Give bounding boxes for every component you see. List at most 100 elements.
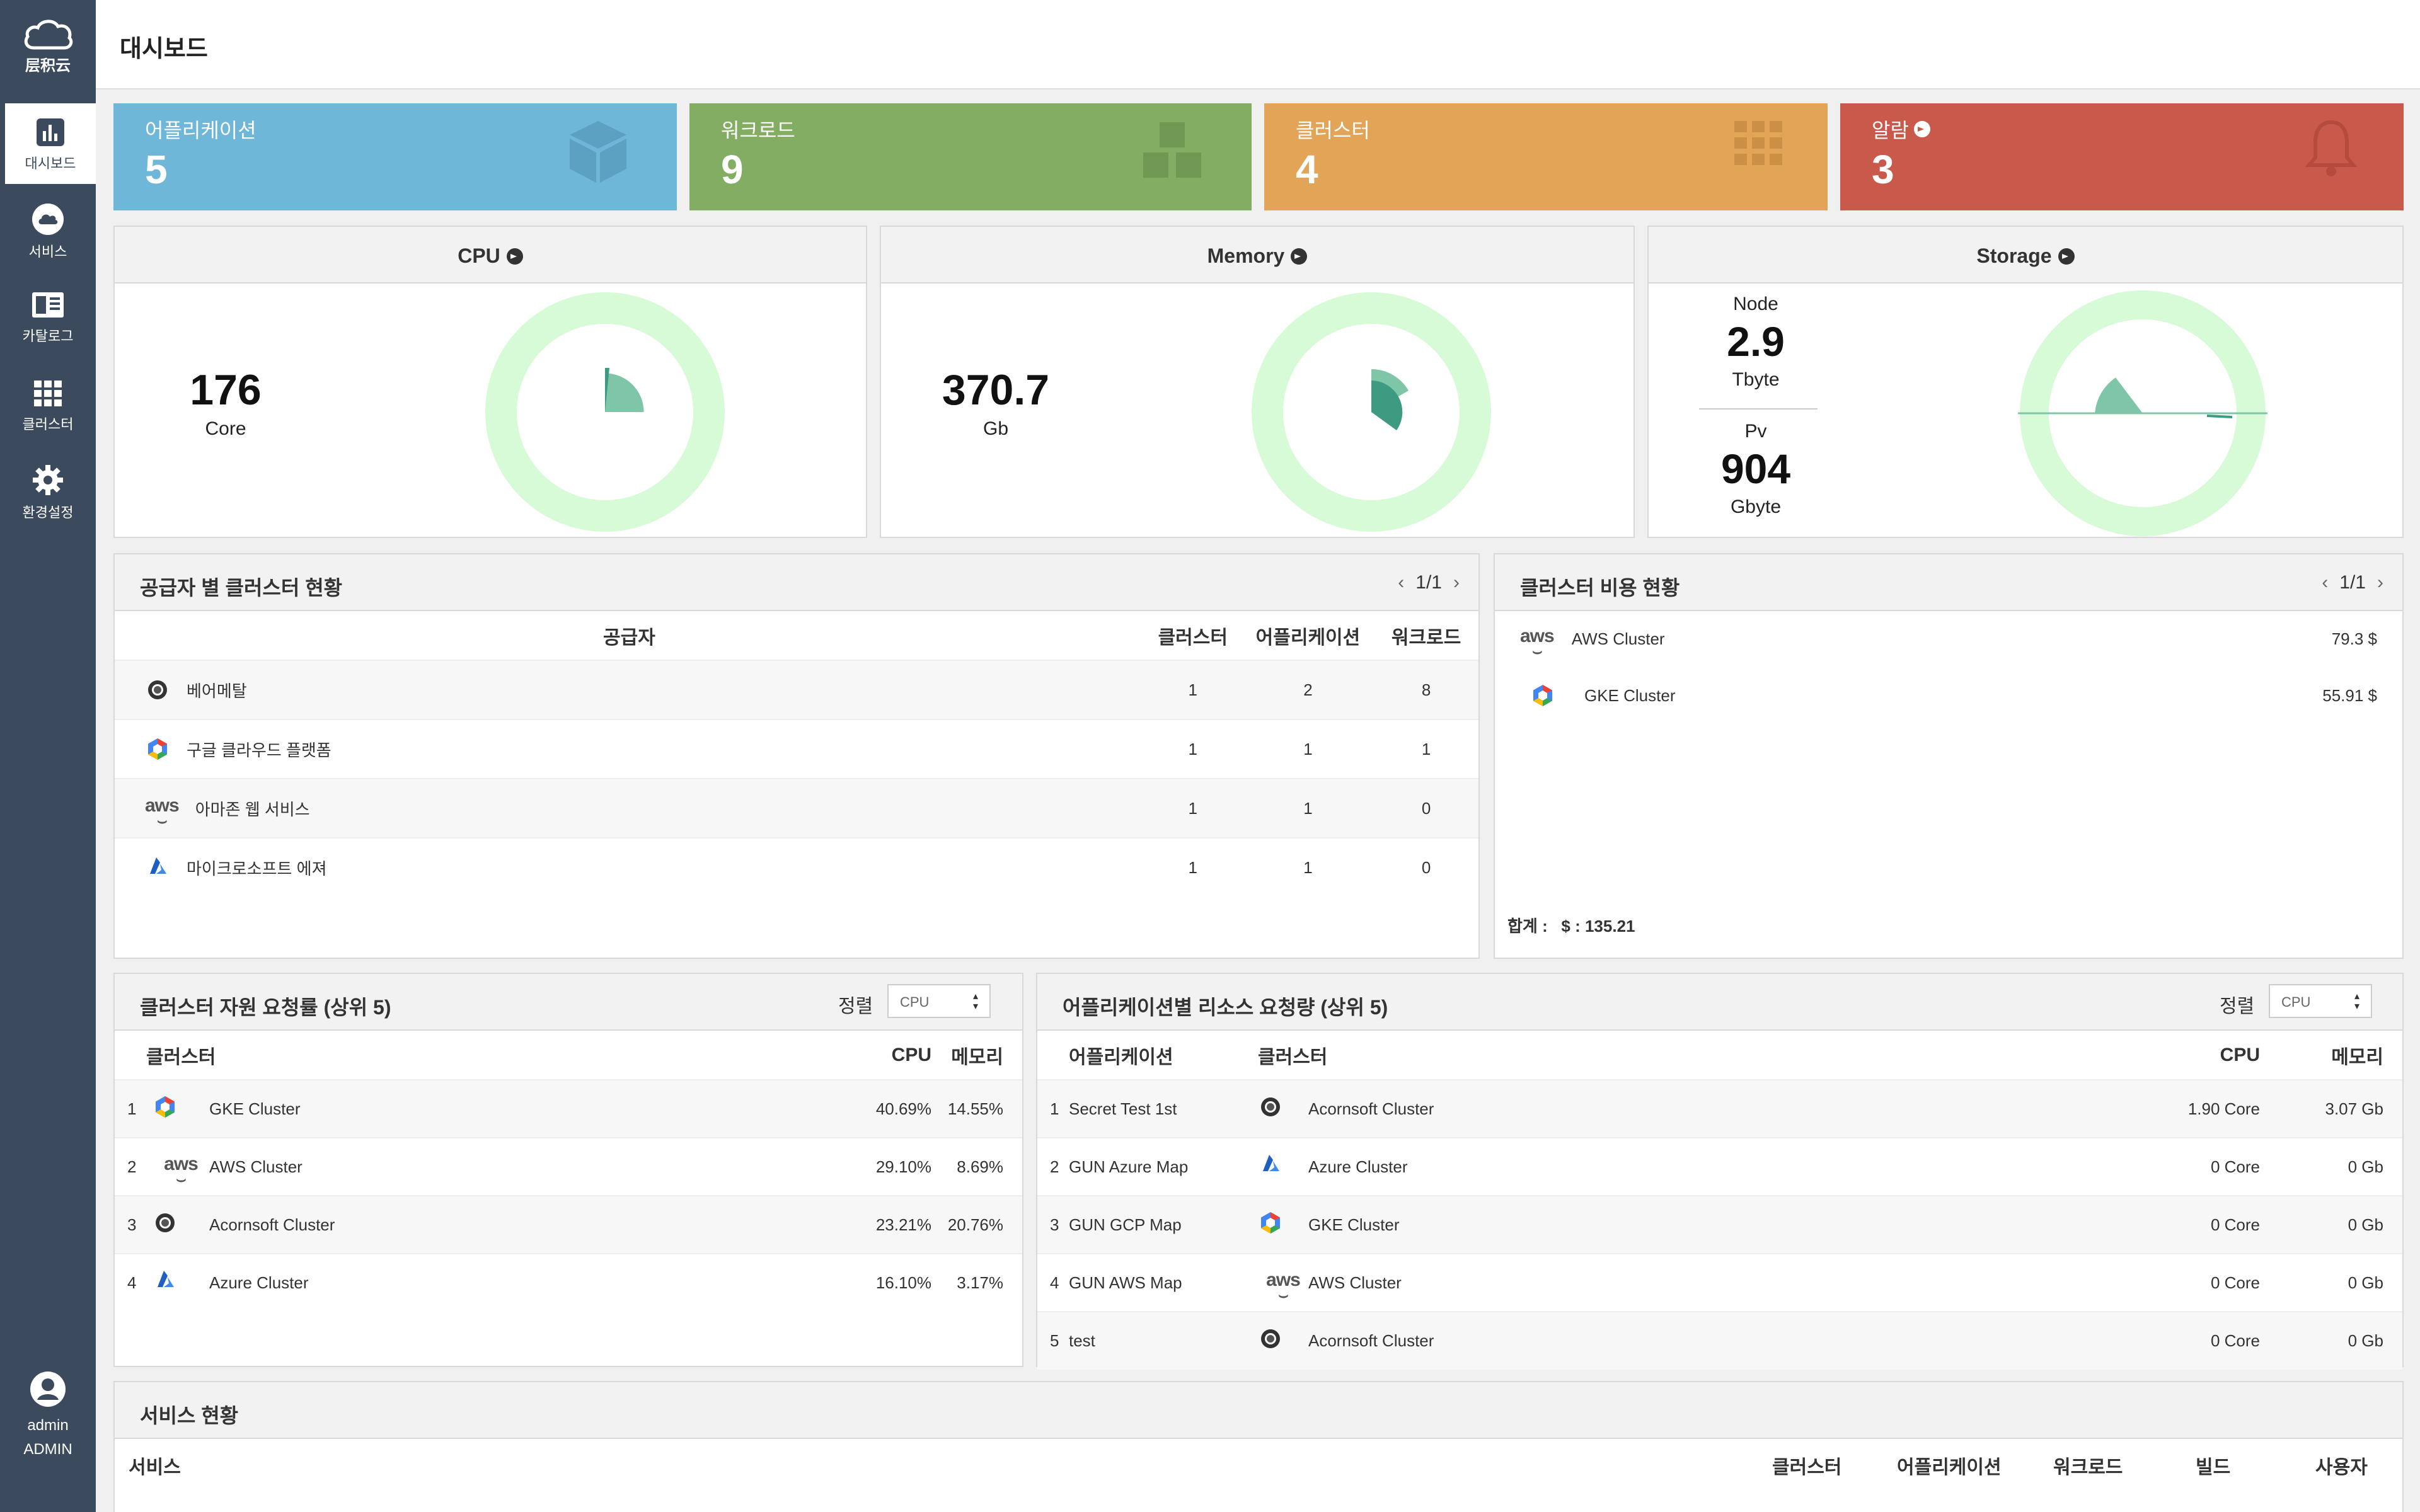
table-row[interactable]: aws ⌣ 아마존 웹 서비스 1 1 0 <box>115 778 1478 838</box>
col-header[interactable]: 어플리케이션 <box>1897 1457 2002 1478</box>
table-row[interactable]: 2 aws ⌣ AWS Cluster 29.10% 8.69% <box>115 1137 1022 1196</box>
gear-icon <box>33 465 63 495</box>
table-row[interactable]: 마이크로소프트 에져 1 1 0 <box>115 837 1478 896</box>
grid-icon <box>34 381 62 406</box>
sidebar-item-settings[interactable]: 환경설정 <box>0 460 96 541</box>
cpu-percent: 23.21% <box>843 1195 931 1254</box>
provider-name: 베어메탈 <box>187 681 247 701</box>
col-header: 클러스터 <box>146 1046 216 1068</box>
col-header[interactable]: 클러스터 <box>1772 1457 1842 1478</box>
arrow-right-icon[interactable] <box>1291 248 1308 265</box>
app-name: GUN Azure Map <box>1069 1137 1258 1196</box>
memory-value: 370.7 <box>942 366 1050 414</box>
divider <box>1699 408 1818 410</box>
col-header[interactable]: 어플리케이션 <box>1255 627 1361 648</box>
cost-total: 합계 : $ : 135.21 <box>1507 914 1635 937</box>
user-menu[interactable]: admin ADMIN <box>0 1371 96 1462</box>
chevron-right-icon[interactable]: › <box>1453 572 1460 593</box>
app-usage-header: 어플리케이션별 리소스 요청량 (상위 5) 정렬 CPU <box>1037 974 2402 1031</box>
stat-label: 어플리케이션 <box>145 119 256 142</box>
sidebar-item-label: 환경설정 <box>22 505 74 520</box>
cluster-usage-header: 클러스터 자원 요청률 (상위 5) 정렬 CPU <box>115 974 1022 1031</box>
sidebar: 层积云 대시보드 서비스 카탈로그 클러스터 환경설정 admin ADMIN <box>0 0 96 1512</box>
col-header[interactable]: 워크로드 <box>2053 1457 2123 1478</box>
table-row[interactable]: 4 GUN AWS Map aws ⌣ AWS Cluster 0 Core 0 … <box>1037 1253 2402 1312</box>
panel-title: 서비스 현황 <box>140 1404 239 1427</box>
memory-value: 0 Gb <box>2260 1195 2402 1254</box>
sidebar-item-service[interactable]: 서비스 <box>0 199 96 280</box>
app-name: test <box>1069 1311 1258 1370</box>
col-header[interactable]: 사용자 <box>2315 1457 2368 1478</box>
chevron-left-icon[interactable]: ‹ <box>1398 572 1405 593</box>
cluster-name: GKE Cluster <box>209 1079 843 1138</box>
sort-label: 정렬 <box>2220 996 2255 1017</box>
col-header[interactable]: CPU <box>2220 1044 2260 1065</box>
sort-select[interactable]: CPU <box>2269 984 2372 1018</box>
sort-select[interactable]: CPU <box>887 984 991 1018</box>
table-row[interactable]: 4 Azure Cluster 16.10% 3.17% <box>115 1253 1022 1312</box>
aws-icon: aws ⌣ <box>1520 626 1555 660</box>
stat-value: 5 <box>145 147 168 192</box>
col-header[interactable]: 워크로드 <box>1391 627 1461 648</box>
total-label: 합계 : <box>1507 917 1548 936</box>
grid-icon <box>1734 121 1782 165</box>
book-icon <box>32 292 64 318</box>
cpu-percent: 16.10% <box>843 1253 931 1312</box>
baremetal-icon <box>1261 1097 1280 1116</box>
provider-name: 마이크로소프트 에져 <box>187 859 327 878</box>
baremetal-icon <box>148 680 167 699</box>
table-row[interactable]: 3 GUN GCP Map GKE Cluster 0 Core 0 Gb <box>1037 1195 2402 1254</box>
memory-value: 3.07 Gb <box>2260 1079 2402 1138</box>
rank: 2 <box>115 1137 153 1196</box>
cluster-usage-table: 클러스터 CPU 메모리 1 GKE Cluster 40.69% 14.55%… <box>115 1031 1022 1312</box>
stat-card-clusters[interactable]: 클러스터 4 <box>1264 103 1828 210</box>
storage-pv-readout: Pv 904 Gbyte <box>1693 417 1819 518</box>
table-row[interactable]: 1 Secret Test 1st Acornsoft Cluster 1.90… <box>1037 1079 2402 1138</box>
col-header[interactable]: CPU <box>891 1044 931 1065</box>
table-row[interactable]: 3 Acornsoft Cluster 23.21% 20.76% <box>115 1195 1022 1254</box>
gcp-icon <box>156 1096 175 1118</box>
storage-node-readout: Node 2.9 Tbyte <box>1693 290 1819 391</box>
arrow-right-icon[interactable] <box>506 248 523 265</box>
stat-label-text: 알람 <box>1872 119 1909 142</box>
gauge-wedge-dark <box>1371 381 1403 430</box>
table-row[interactable]: 5 test Acornsoft Cluster 0 Core 0 Gb <box>1037 1311 2402 1370</box>
table-row[interactable]: 베어메탈 1 2 8 <box>115 660 1478 719</box>
chevron-right-icon[interactable]: › <box>2377 572 2383 593</box>
cloud-logo-icon <box>24 20 73 50</box>
provider-name: 아마존 웹 서비스 <box>195 799 310 819</box>
col-header[interactable]: 빌드 <box>2196 1457 2231 1478</box>
sidebar-item-catalog[interactable]: 카탈로그 <box>0 286 96 367</box>
sidebar-item-dashboard[interactable]: 대시보드 <box>0 103 96 184</box>
table-row[interactable]: 구글 클라우드 플랫폼 1 1 1 <box>115 719 1478 779</box>
cluster-name: AWS Cluster <box>1308 1253 2121 1312</box>
stat-card-alarms[interactable]: 알람 3 <box>1840 103 2404 210</box>
memory-title: Memory <box>1207 244 1285 267</box>
stat-card-applications[interactable]: 어플리케이션 5 <box>113 103 677 210</box>
arrow-right-icon[interactable] <box>2058 248 2075 265</box>
stat-card-workloads[interactable]: 워크로드 9 <box>689 103 1252 210</box>
app-logo[interactable]: 层积云 <box>0 13 96 82</box>
memory-value: 0 Gb <box>2260 1137 2402 1196</box>
table-row[interactable]: 2 GUN Azure Map Azure Cluster 0 Core 0 G… <box>1037 1137 2402 1196</box>
gauge-ring <box>485 292 725 532</box>
arrow-right-icon[interactable] <box>1913 121 1930 137</box>
col-header[interactable]: 메모리 <box>951 1046 1003 1068</box>
cluster-name: Acornsoft Cluster <box>209 1195 843 1254</box>
cost-row[interactable]: GKE Cluster 55.91 $ <box>1520 677 2377 714</box>
cost-row[interactable]: aws ⌣ AWS Cluster 79.3 $ <box>1520 620 2377 660</box>
chevron-left-icon[interactable]: ‹ <box>2322 572 2329 593</box>
col-header[interactable]: 클러스터 <box>1158 627 1228 648</box>
provider-panel-header: 공급자 별 클러스터 현황 ‹ 1/1 › <box>115 554 1478 611</box>
stat-label: 워크로드 <box>721 119 795 142</box>
cluster-name: Acornsoft Cluster <box>1308 1311 2121 1370</box>
gauge-wedge-dark <box>2206 415 2233 418</box>
panel-title: Storage <box>1649 244 2402 268</box>
rank: 2 <box>1037 1137 1069 1196</box>
app-count: 2 <box>1242 660 1374 719</box>
table-row[interactable]: 1 GKE Cluster 40.69% 14.55% <box>115 1079 1022 1138</box>
col-header[interactable]: 메모리 <box>2331 1046 2383 1068</box>
total-value: $ : 135.21 <box>1561 917 1635 936</box>
app-name: GUN GCP Map <box>1069 1195 1258 1254</box>
sidebar-item-cluster[interactable]: 클러스터 <box>0 374 96 455</box>
